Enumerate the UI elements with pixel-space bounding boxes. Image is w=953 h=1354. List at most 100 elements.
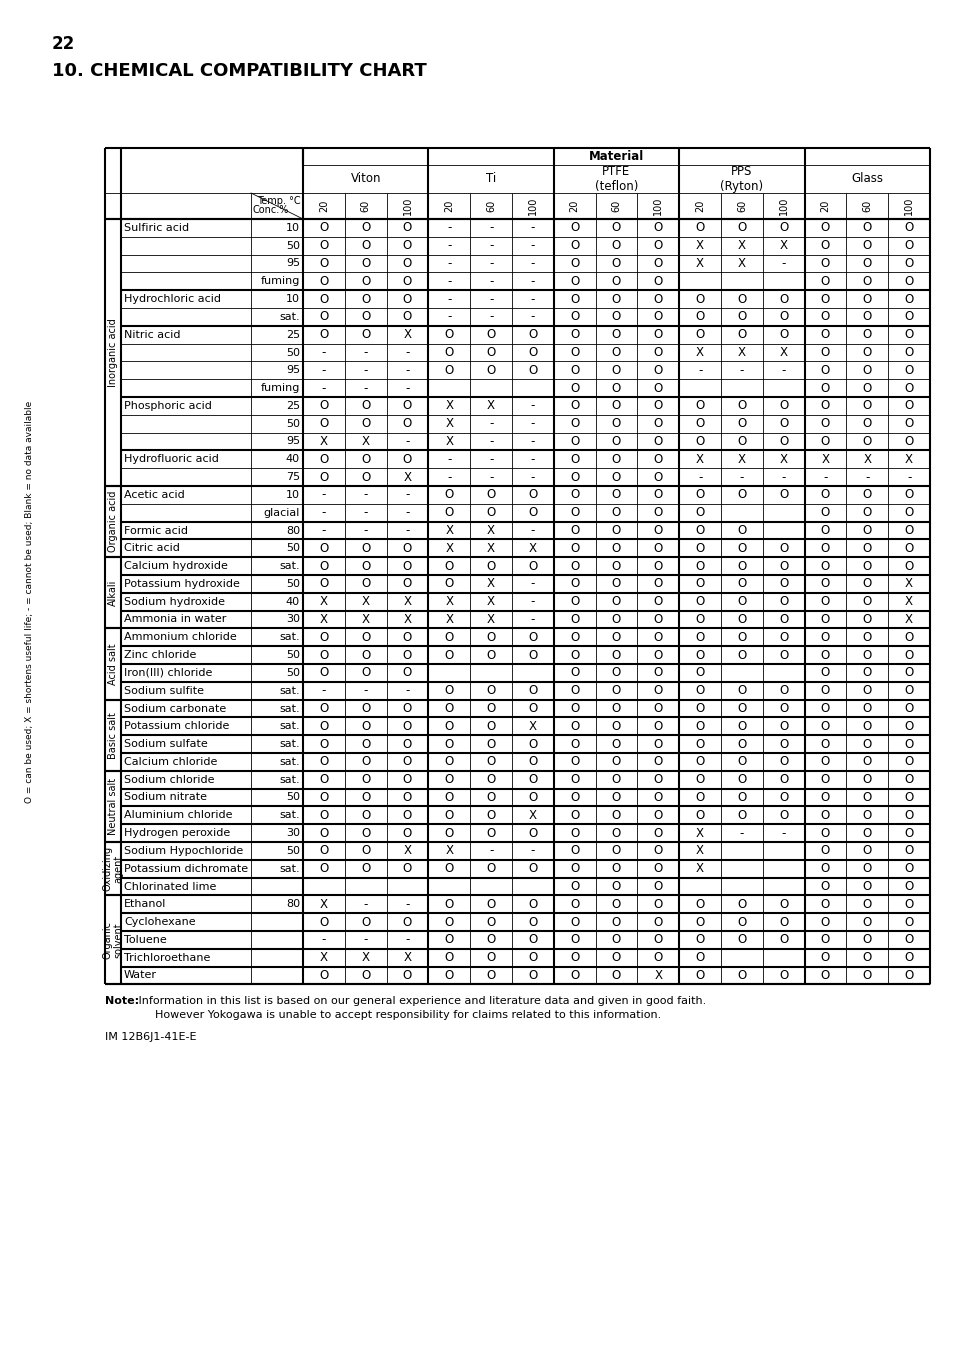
Text: O: O	[402, 292, 412, 306]
Text: O: O	[695, 756, 704, 769]
Text: O: O	[611, 310, 620, 324]
Text: O: O	[570, 933, 578, 946]
Text: O: O	[737, 756, 746, 769]
Text: -: -	[363, 347, 368, 359]
Text: -: -	[405, 347, 409, 359]
Text: O: O	[402, 826, 412, 839]
Text: -: -	[363, 489, 368, 501]
Text: O: O	[360, 577, 370, 590]
Text: -: -	[530, 417, 535, 431]
Text: -: -	[321, 933, 326, 946]
Text: O: O	[319, 649, 328, 662]
Text: O: O	[820, 559, 829, 573]
Text: O: O	[402, 399, 412, 413]
Text: Phosphoric acid: Phosphoric acid	[124, 401, 212, 410]
Text: 40: 40	[286, 455, 299, 464]
Text: O: O	[360, 292, 370, 306]
Text: O: O	[570, 347, 578, 359]
Text: O: O	[528, 684, 537, 697]
Text: Ammonium chloride: Ammonium chloride	[124, 632, 236, 642]
Text: O: O	[695, 649, 704, 662]
Text: O: O	[779, 649, 787, 662]
Text: -: -	[906, 471, 910, 483]
Text: O: O	[695, 524, 704, 538]
Text: O: O	[862, 756, 871, 769]
Text: O: O	[360, 666, 370, 680]
Text: O: O	[570, 399, 578, 413]
Text: O: O	[779, 577, 787, 590]
Text: X: X	[904, 596, 912, 608]
Text: O: O	[779, 489, 787, 501]
Text: sat.: sat.	[279, 864, 299, 873]
Text: X: X	[696, 347, 703, 359]
Text: O: O	[820, 506, 829, 519]
Text: O: O	[653, 417, 662, 431]
Text: O: O	[903, 808, 913, 822]
Text: O: O	[444, 559, 454, 573]
Text: O: O	[820, 898, 829, 911]
Text: O: O	[360, 701, 370, 715]
Text: O: O	[528, 631, 537, 643]
Text: O: O	[611, 666, 620, 680]
Text: sat.: sat.	[279, 774, 299, 785]
Text: -: -	[488, 417, 493, 431]
Text: X: X	[779, 240, 787, 252]
Text: O: O	[903, 399, 913, 413]
Text: O: O	[653, 845, 662, 857]
Text: O: O	[444, 364, 454, 376]
Text: -: -	[698, 364, 701, 376]
Text: 95: 95	[286, 366, 299, 375]
Text: O: O	[360, 240, 370, 252]
Text: O: O	[820, 915, 829, 929]
Text: 10: 10	[286, 490, 299, 500]
Text: -: -	[363, 382, 368, 394]
Text: Hydrogen peroxide: Hydrogen peroxide	[124, 829, 230, 838]
Text: O: O	[737, 684, 746, 697]
Text: O: O	[570, 631, 578, 643]
Text: O: O	[611, 275, 620, 288]
Text: O: O	[611, 347, 620, 359]
Text: O: O	[444, 898, 454, 911]
Text: O: O	[653, 773, 662, 787]
Text: O: O	[820, 969, 829, 982]
Text: O: O	[486, 559, 496, 573]
Text: O: O	[319, 257, 328, 269]
Text: O: O	[360, 756, 370, 769]
Text: O: O	[653, 382, 662, 394]
Text: O: O	[402, 257, 412, 269]
Text: O: O	[820, 524, 829, 538]
Text: X: X	[528, 720, 537, 733]
Text: O: O	[695, 791, 704, 804]
Text: O: O	[402, 915, 412, 929]
Text: Information in this list is based on our general experience and literature data : Information in this list is based on our…	[135, 997, 705, 1006]
Text: O: O	[695, 577, 704, 590]
Text: O: O	[653, 915, 662, 929]
Text: O: O	[653, 862, 662, 875]
Text: O: O	[862, 275, 871, 288]
Text: 100: 100	[903, 196, 913, 215]
Text: O: O	[486, 898, 496, 911]
Text: O: O	[486, 915, 496, 929]
Text: X: X	[487, 577, 495, 590]
Text: O: O	[611, 399, 620, 413]
Text: O: O	[779, 328, 787, 341]
Text: O: O	[903, 631, 913, 643]
Text: O: O	[360, 399, 370, 413]
Text: -: -	[363, 684, 368, 697]
Text: O: O	[570, 257, 578, 269]
Text: O: O	[528, 756, 537, 769]
Text: PTFE
(teflon): PTFE (teflon)	[594, 165, 638, 194]
Text: Iron(III) chloride: Iron(III) chloride	[124, 668, 213, 678]
Text: 50: 50	[286, 418, 299, 429]
Text: O: O	[862, 898, 871, 911]
Text: X: X	[487, 399, 495, 413]
Text: O: O	[695, 328, 704, 341]
Text: O: O	[862, 435, 871, 448]
Text: Potassium chloride: Potassium chloride	[124, 722, 229, 731]
Text: -: -	[405, 684, 409, 697]
Text: X: X	[403, 328, 411, 341]
Text: O: O	[360, 417, 370, 431]
Text: -: -	[530, 310, 535, 324]
Text: X: X	[487, 613, 495, 626]
Text: O: O	[779, 559, 787, 573]
